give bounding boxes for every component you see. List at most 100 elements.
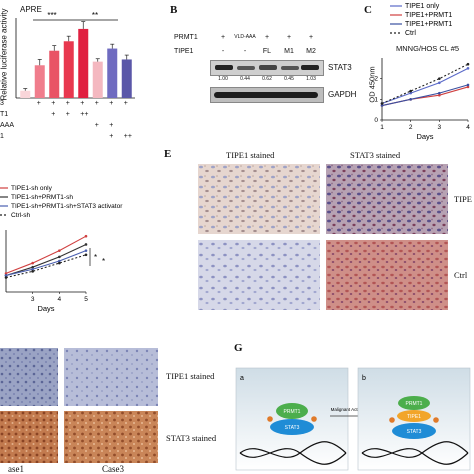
panel-e-row2: Ctrl — [454, 270, 468, 280]
panel-e: E TIPE1 stained STAT3 stained — [160, 146, 474, 326]
series-point — [438, 91, 441, 95]
series-point — [84, 249, 88, 252]
series-point — [58, 259, 61, 263]
micrograph-e-stat3-case — [326, 164, 448, 234]
condition-cell: + — [36, 100, 41, 107]
bar-8 — [121, 59, 132, 98]
series-point — [409, 98, 412, 101]
x-tick-label: 5 — [84, 296, 88, 303]
x-tick-label: 4 — [58, 296, 62, 303]
prmt1-cell: + — [220, 34, 226, 41]
x-tick-label: 2 — [409, 124, 413, 131]
tipe1-cell: - — [221, 48, 225, 55]
series-point — [31, 270, 34, 273]
series-line-3 — [381, 84, 469, 107]
panel-g: G a STAT3 PRMT1 Malignant Activity b STA… — [230, 340, 474, 474]
band-value: 1.03 — [306, 76, 316, 82]
series-line-1 — [381, 67, 469, 104]
prmt1-row-label: PRMT1 — [174, 34, 198, 41]
prmt1-node-b — [398, 396, 430, 410]
series-point — [31, 261, 34, 265]
condition-cell: + — [109, 100, 114, 107]
condition-row-label: AAA — [0, 122, 15, 129]
panel-f-case1: ase1 — [8, 464, 24, 474]
panel-c-title: MNNG/HOS CL #5 — [396, 44, 460, 53]
series-line-3 — [5, 250, 87, 277]
band-value: 0.44 — [240, 76, 250, 82]
condition-cell: + — [51, 100, 56, 107]
micrograph-f-tipe1-case1 — [0, 348, 58, 406]
y-tick-label: 0 — [374, 117, 378, 124]
series-line-4 — [5, 254, 87, 279]
panel-e-col2: STAT3 stained — [350, 150, 401, 160]
sig-label-d-1: * — [94, 253, 97, 262]
tipe1-row: - - FL M1 M2 — [212, 48, 322, 58]
panel-e-row1: TIPE — [454, 194, 472, 204]
prmt1-label-b: PRMT1 — [406, 401, 423, 407]
tipe1-row-label: TIPE1 — [174, 48, 194, 55]
series-point — [31, 265, 34, 269]
stat3-node-a — [270, 419, 314, 435]
western-blot-gapdh — [210, 87, 324, 103]
bar-2 — [34, 65, 45, 98]
panel-f-case3: Case3 — [102, 464, 124, 474]
panel-a-condition-table: 3 + + + + + + + T1 + + ++ AAA + +1 + ++ — [0, 100, 135, 150]
micrograph-e-stat3-ctrl — [326, 240, 448, 310]
band-value: 0.62 — [262, 76, 272, 82]
series-point — [58, 249, 61, 252]
series-point — [31, 267, 34, 271]
band-label-stat3: STAT3 — [328, 63, 352, 72]
series-point — [4, 276, 8, 279]
legend-c-1: TIPE1 only — [405, 3, 440, 10]
condition-cell: + — [65, 111, 70, 118]
condition-row-label: T1 — [0, 111, 9, 118]
series-point — [438, 81, 441, 85]
micrograph-e-tipe1-case — [198, 164, 320, 234]
prmt1-cell: + — [286, 34, 292, 41]
panel-a-chart: *** ** — [15, 11, 135, 99]
series-point — [438, 93, 441, 97]
panel-d-chart: 3 4 5 Days * * — [4, 230, 105, 313]
band-value: 0.45 — [284, 76, 294, 82]
condition-row-label: 3 — [0, 100, 4, 107]
micrograph-f-stat3-case1 — [0, 411, 58, 463]
series-point — [380, 104, 384, 107]
panel-c-legend: TIPE1 only TIPE1+PRMT1 TIPE1+PRMT1 Ctrl — [390, 3, 452, 37]
condition-cell: + — [109, 122, 114, 129]
series-line-1 — [5, 235, 87, 274]
condition-cell: + — [123, 100, 128, 107]
panel-d: TIPE1-sh only TIPE1-sh+PRMT1-sh TIPE1-sh… — [0, 180, 160, 330]
series-point — [4, 272, 8, 275]
stat3-node-b — [392, 423, 436, 439]
bar-7 — [107, 48, 118, 98]
prmt1-cell: VLD-AAA — [234, 34, 256, 40]
panel-b-letter: B — [170, 4, 178, 16]
legend-d-2: TIPE1-sh+PRMT1-sh — [11, 194, 73, 201]
tipe1-cell: - — [243, 48, 247, 55]
panel-g-diagram: a STAT3 PRMT1 Malignant Activity b STAT3… — [235, 367, 471, 471]
series-point — [84, 243, 88, 246]
tipe1-node-b — [397, 410, 431, 422]
tipe1-cell: M1 — [284, 48, 294, 55]
bar-1 — [20, 90, 31, 98]
condition-cell: + — [94, 100, 99, 107]
x-tick-label: 3 — [438, 124, 442, 131]
micrograph-f-tipe1-case3 — [64, 348, 158, 406]
sig-label-1: *** — [47, 11, 56, 20]
sub-panel-a-label: a — [240, 375, 244, 382]
series-point — [409, 91, 412, 95]
panel-a-label: APRE — [20, 5, 42, 14]
condition-cell: + — [65, 100, 70, 107]
x-tick-label: 3 — [31, 296, 35, 303]
panel-e-col1: TIPE1 stained — [226, 150, 275, 160]
condition-cell: ++ — [123, 133, 132, 140]
bar-3 — [49, 50, 60, 98]
prmt1-node-a — [276, 403, 308, 419]
bar-4 — [63, 41, 74, 98]
bar-5 — [78, 28, 89, 99]
micrograph-e-tipe1-ctrl — [198, 240, 320, 310]
bar-6 — [92, 61, 103, 98]
condition-cell: + — [94, 122, 99, 129]
condition-cell: ++ — [80, 111, 89, 118]
